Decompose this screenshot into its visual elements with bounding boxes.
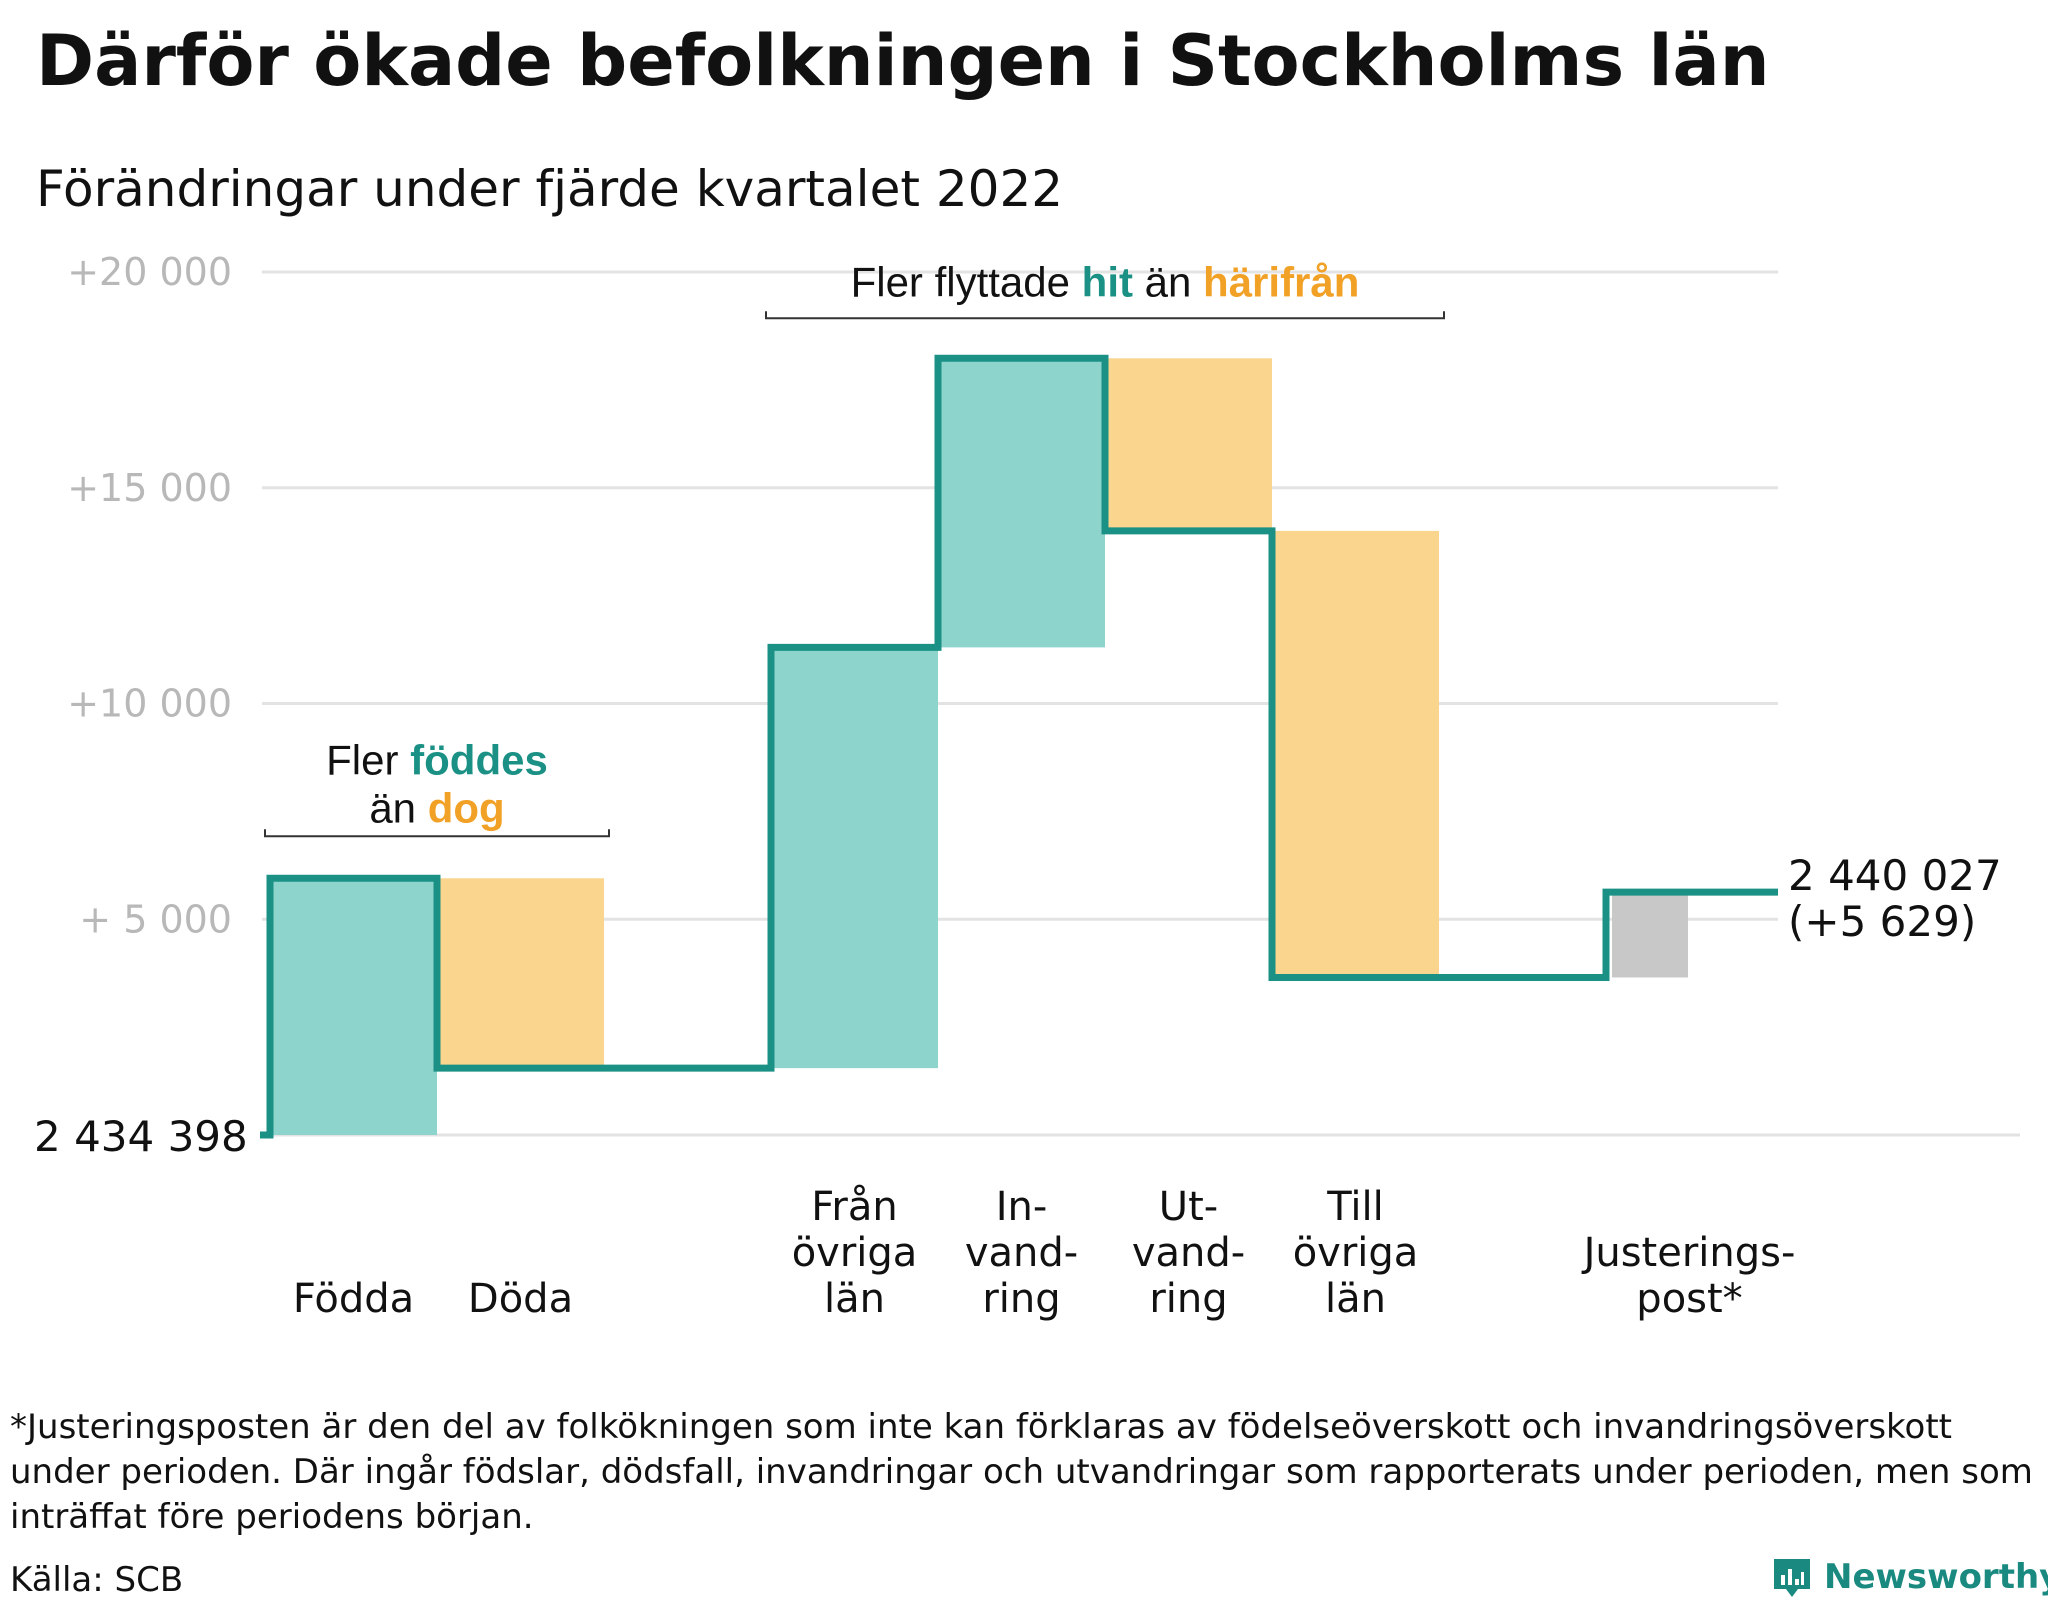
category-label: In-vand-ring (965, 1184, 1078, 1322)
waterfall-bar (1612, 892, 1688, 978)
category-label: Ut-vand-ring (1132, 1184, 1245, 1322)
end-value-label: 2 440 027 (1788, 851, 2002, 900)
category-label: Döda (468, 1276, 573, 1322)
waterfall-chart: + 5 000 +10 000 +15 000 +20 000 2 434 398 2 4… (34, 250, 2020, 1322)
waterfall-bar (1105, 358, 1272, 531)
category-label: Från övriga län (792, 1184, 918, 1322)
chart-title: Därför ökade befolkningen i Stockholms l… (36, 20, 1770, 102)
waterfall-bar (771, 647, 938, 1069)
newsworthy-logo: Newsworthy (1770, 1555, 2048, 1599)
waterfall-bar (1272, 530, 1439, 978)
logo-text: Newsworthy (1824, 1557, 2048, 1597)
y-tick-label: +20 000 (67, 250, 232, 294)
waterfall-bar (270, 878, 437, 1135)
annotation-text: än dog (369, 784, 504, 831)
waterfall-bar (938, 358, 1105, 648)
end-change-label: (+5 629) (1788, 897, 1976, 946)
cumulative-step-line (260, 354, 1778, 1139)
y-tick-label: + 5 000 (79, 897, 232, 941)
category-label: Till övriga län (1293, 1184, 1419, 1322)
y-tick-label: +10 000 (67, 682, 232, 726)
y-tick-label: +15 000 (67, 466, 232, 510)
footnote: *Justeringsposten är den del av folkökni… (10, 1407, 2033, 1537)
category-label: Justerings-post* (1581, 1230, 1796, 1322)
annotation-bracket (765, 311, 1445, 320)
chart-subtitle: Förändringar under fjärde kvartalet 2022 (36, 160, 1064, 218)
annotation-text: Fler föddes (326, 736, 548, 783)
start-value-label: 2 434 398 (34, 1112, 248, 1161)
annotation-text: Fler flyttade hit än härifrån (851, 258, 1360, 305)
bar-chart-icon (1774, 1559, 1810, 1597)
waterfall-bar (437, 878, 604, 1069)
source-note: Källa: SCB (10, 1560, 184, 1600)
annotation-bracket (264, 829, 610, 838)
category-label: Födda (293, 1276, 414, 1322)
